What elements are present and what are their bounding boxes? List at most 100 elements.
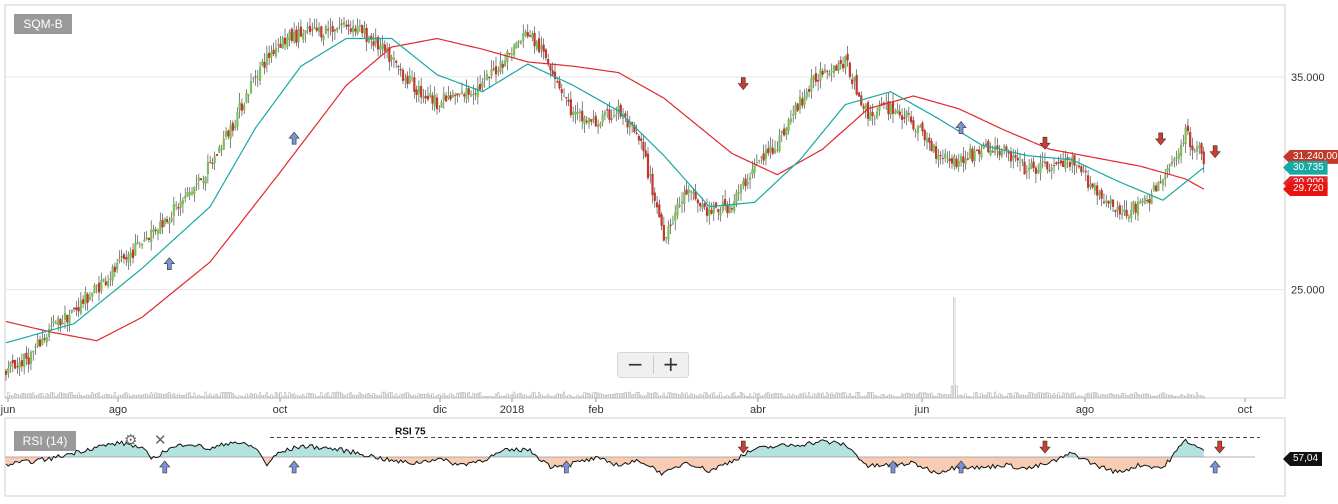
volume-bar — [690, 393, 693, 399]
candle-body — [644, 150, 647, 157]
volume-bar — [302, 393, 305, 399]
volume-bar — [578, 396, 581, 399]
candle-body — [744, 178, 747, 187]
candle-body — [712, 204, 715, 213]
candle-body — [41, 338, 44, 345]
candle-body — [1175, 157, 1178, 159]
volume-bar — [631, 394, 634, 399]
volume-bar — [236, 396, 239, 399]
candle-body — [755, 161, 758, 164]
candle-body — [821, 71, 824, 75]
volume-bar — [651, 393, 654, 399]
volume-bar — [903, 394, 906, 399]
volume-bar — [254, 393, 257, 399]
rsi-indicator-badge[interactable]: RSI (14) — [14, 431, 76, 451]
volume-bar — [692, 394, 695, 399]
candle-body — [104, 281, 107, 286]
candle-body — [1077, 165, 1081, 168]
candle-body — [299, 26, 303, 37]
volume-bar — [499, 395, 502, 399]
volume-bar — [240, 396, 243, 399]
candle-body — [27, 357, 30, 365]
candle-body — [1155, 185, 1158, 192]
candle-body — [535, 40, 538, 50]
volume-bar — [726, 394, 729, 399]
volume-bar — [760, 396, 763, 399]
candle-body — [97, 282, 101, 293]
candle-body — [556, 81, 559, 83]
volume-bar — [68, 392, 71, 399]
candle-body — [297, 29, 300, 42]
candle-body — [1173, 158, 1176, 162]
volume-bar — [680, 392, 684, 399]
volume-bar — [327, 392, 330, 399]
candle-body — [181, 200, 185, 205]
candle-body — [376, 36, 380, 50]
gear-icon[interactable]: ⚙ — [124, 431, 138, 449]
candle-body — [969, 148, 972, 159]
candle-body — [351, 26, 355, 33]
volume-bar — [1071, 392, 1074, 399]
volume-bar — [472, 392, 475, 399]
candle-body — [696, 199, 699, 204]
candle-body — [401, 70, 405, 81]
candle-body — [592, 117, 595, 120]
volume-bar — [665, 396, 668, 399]
candle-body — [760, 156, 763, 159]
volume-bar — [125, 392, 128, 399]
candle-body — [467, 88, 470, 95]
volume-bar — [177, 393, 180, 399]
candle-body — [50, 326, 53, 328]
candle-body — [705, 207, 709, 216]
volume-bar — [615, 393, 618, 399]
candle-body — [510, 53, 513, 55]
volume-bar — [801, 393, 804, 399]
zoom-out-button[interactable]: − — [626, 352, 644, 376]
candle-body — [1014, 155, 1017, 158]
candle-body — [547, 59, 550, 64]
candle-body — [844, 56, 847, 69]
volume-bar — [778, 393, 781, 399]
volume-bar — [1068, 394, 1071, 399]
candle-body — [785, 127, 788, 136]
volume-bar — [583, 392, 586, 399]
candle-body — [1012, 155, 1015, 160]
candle-body — [1202, 151, 1205, 165]
candle-body — [606, 109, 609, 111]
zoom-in-button[interactable]: + — [662, 352, 680, 376]
volume-bar — [1000, 394, 1003, 399]
volume-bar — [739, 392, 743, 399]
candle-body — [826, 71, 829, 73]
candle-body — [95, 285, 98, 287]
volume-bar — [1057, 392, 1060, 399]
close-icon[interactable]: ✕ — [154, 431, 167, 449]
candle-body — [730, 208, 734, 210]
candle-body — [526, 32, 529, 37]
volume-bar — [52, 392, 55, 399]
candle-body — [1003, 145, 1006, 149]
volume-bar — [100, 396, 103, 399]
volume-bar — [925, 393, 929, 399]
candle-body — [975, 149, 979, 151]
volume-bar — [773, 392, 777, 399]
volume-bar — [1080, 395, 1083, 399]
volume-bar — [361, 393, 364, 399]
candle-body — [327, 29, 330, 31]
volume-bar — [454, 396, 457, 399]
candle-body — [1071, 157, 1074, 165]
candle-body — [733, 201, 736, 212]
volume-bar — [504, 395, 507, 399]
volume-bar — [762, 395, 765, 399]
candle-body — [796, 103, 799, 111]
volume-bar — [184, 394, 187, 399]
volume-bar — [540, 394, 543, 399]
candle-body — [665, 236, 668, 239]
candle-body — [551, 70, 554, 75]
candle-body — [694, 191, 697, 200]
volume-bar — [869, 392, 872, 399]
volume-bar — [1170, 394, 1174, 399]
volume-bar — [592, 392, 595, 399]
rsi-area-high — [6, 439, 1204, 457]
volume-bar — [1018, 395, 1022, 399]
candle-body — [1080, 166, 1083, 173]
